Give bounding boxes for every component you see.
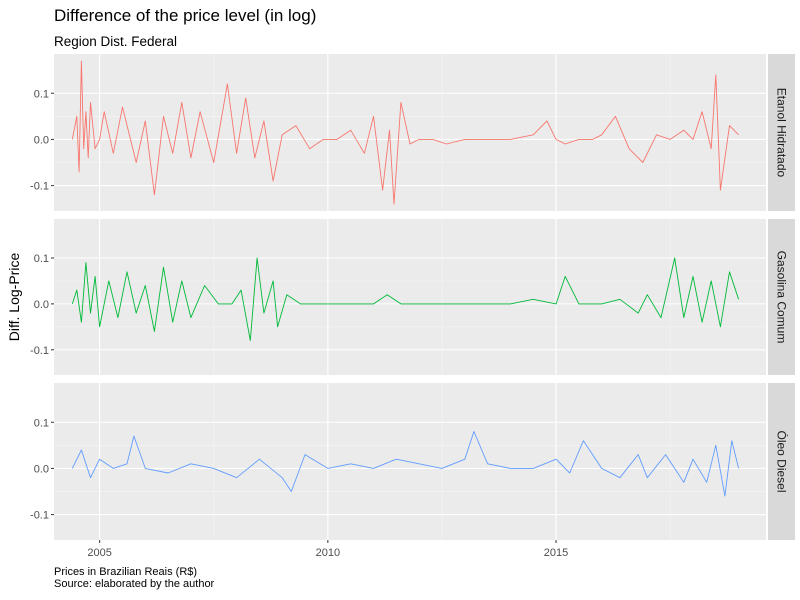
y-tick-label: 0.0 (34, 134, 49, 146)
y-tick-label: 0.1 (34, 253, 49, 265)
chart-title: Difference of the price level (in log) (54, 6, 317, 25)
y-tick-label: 0.0 (34, 463, 49, 475)
facet-label-gasolina-comum: Gasolina Comum (775, 251, 789, 344)
facet-strip-oleo-diesel (768, 383, 795, 540)
chart-caption: Prices in Brazilian Reais (R$) Source: e… (54, 566, 214, 590)
y-tick-label: 0.1 (34, 417, 49, 429)
facet-label-etanol-hidratado: Etanol Hidratado (775, 88, 789, 178)
y-tick-label: 0.0 (34, 299, 49, 311)
series-line-gasolina-comum (71, 257, 740, 342)
series-line-oleo-diesel (71, 431, 740, 497)
panel-background-gasolina-comum (54, 219, 766, 375)
x-tick-label: 2010 (316, 547, 340, 559)
y-tick-label: -0.1 (30, 181, 49, 193)
facet-strip-etanol-hidratado (768, 54, 795, 211)
caption-line-prices: Prices in Brazilian Reais (R$) (54, 566, 198, 578)
y-tick-label: -0.1 (30, 345, 49, 357)
x-tick-label: 2005 (87, 547, 111, 559)
facet-label-oleo-diesel: Óleo Diesel (775, 430, 790, 492)
panel-background-oleo-diesel (54, 383, 766, 540)
x-tick-label: 2015 (544, 547, 568, 559)
caption-line-source: Source: elaborated by the author (54, 578, 215, 590)
facet-strip-gasolina-comum (768, 219, 795, 375)
panel-background-etanol-hidratado (54, 54, 766, 211)
series-line-etanol-hidratado (71, 60, 739, 205)
chart-subtitle: Region Dist. Federal (54, 34, 178, 49)
y-axis-title: Diff. Log-Price (6, 253, 22, 342)
y-tick-label: 0.1 (34, 88, 49, 100)
y-tick-label: -0.1 (30, 510, 49, 522)
